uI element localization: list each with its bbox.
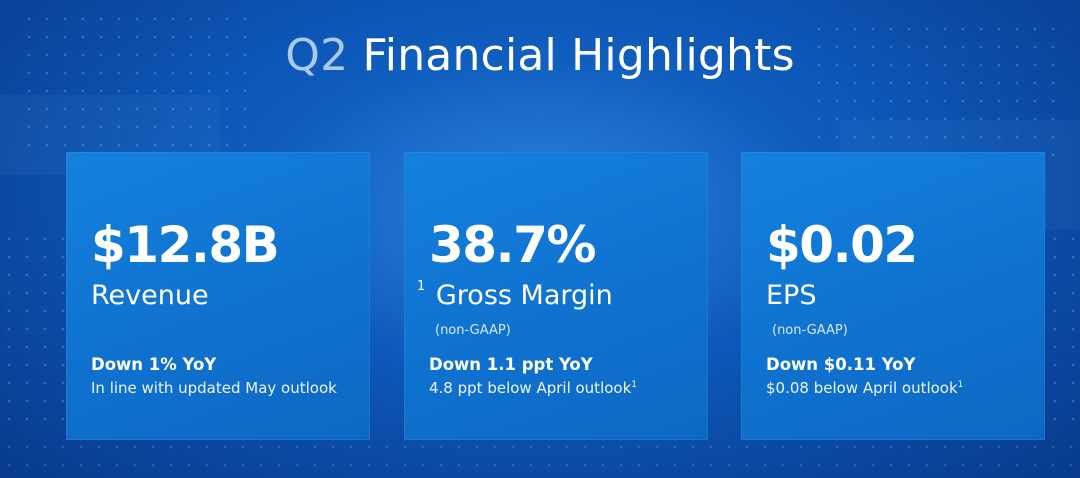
eps-note-footnote: 1 <box>957 380 964 390</box>
gross-margin-sublabel: (non-GAAP) <box>435 323 511 338</box>
eps-card: $0.02 EPS (non-GAAP) Down $0.11 YoY $0.0… <box>741 152 1045 440</box>
eps-note-text: $0.08 below April outlook <box>766 379 958 397</box>
revenue-label: Revenue <box>91 282 209 309</box>
gross-margin-note: 4.8 ppt below April outlook1 <box>429 381 637 396</box>
revenue-change: Down 1% YoY <box>91 355 217 374</box>
gross-margin-label: 1 Gross Margin <box>417 280 613 311</box>
dot-pattern-bottom <box>0 438 1080 478</box>
eps-note: $0.08 below April outlook1 <box>766 381 963 396</box>
revenue-note: In line with updated May outlook <box>91 379 337 397</box>
eps-sublabel: (non-GAAP) <box>772 323 848 338</box>
gross-margin-change: Down 1.1 ppt YoY <box>429 355 593 374</box>
revenue-value: $12.8B <box>91 216 280 274</box>
eps-value: $0.02 <box>766 216 918 274</box>
eps-label-text: EPS <box>766 280 817 311</box>
gross-margin-note-text: 4.8 ppt below April outlook <box>429 379 632 397</box>
gross-margin-label-text: Gross Margin <box>435 280 613 311</box>
eps-label: EPS <box>766 282 816 309</box>
gross-margin-card: 38.7% 1 Gross Margin (non-GAAP) Down 1.1… <box>404 152 708 440</box>
revenue-label-text: Revenue <box>91 280 209 311</box>
gross-margin-value: 38.7% <box>429 216 596 274</box>
slide-title: Q2 Financial Highlights <box>0 30 1080 81</box>
revenue-card: $12.8B Revenue Down 1% YoY In line with … <box>66 152 370 440</box>
slide-title-main: Financial Highlights <box>362 30 795 81</box>
eps-change: Down $0.11 YoY <box>766 355 916 374</box>
gross-margin-note-footnote: 1 <box>631 380 638 390</box>
gross-margin-label-footnote: 1 <box>417 279 426 294</box>
slide-title-prefix: Q2 <box>285 30 349 81</box>
